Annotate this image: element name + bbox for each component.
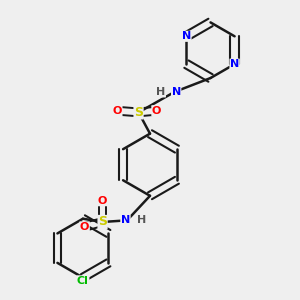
Text: O: O xyxy=(98,196,107,206)
Text: O: O xyxy=(80,222,89,232)
Text: N: N xyxy=(182,31,191,41)
Text: S: S xyxy=(98,215,107,229)
Text: N: N xyxy=(172,87,181,97)
Text: S: S xyxy=(134,106,143,119)
Text: H: H xyxy=(156,87,165,97)
Text: N: N xyxy=(121,215,130,225)
Text: O: O xyxy=(152,106,161,116)
Text: Cl: Cl xyxy=(77,276,89,286)
Text: O: O xyxy=(112,106,122,116)
Text: H: H xyxy=(137,215,146,225)
Text: N: N xyxy=(230,59,239,69)
